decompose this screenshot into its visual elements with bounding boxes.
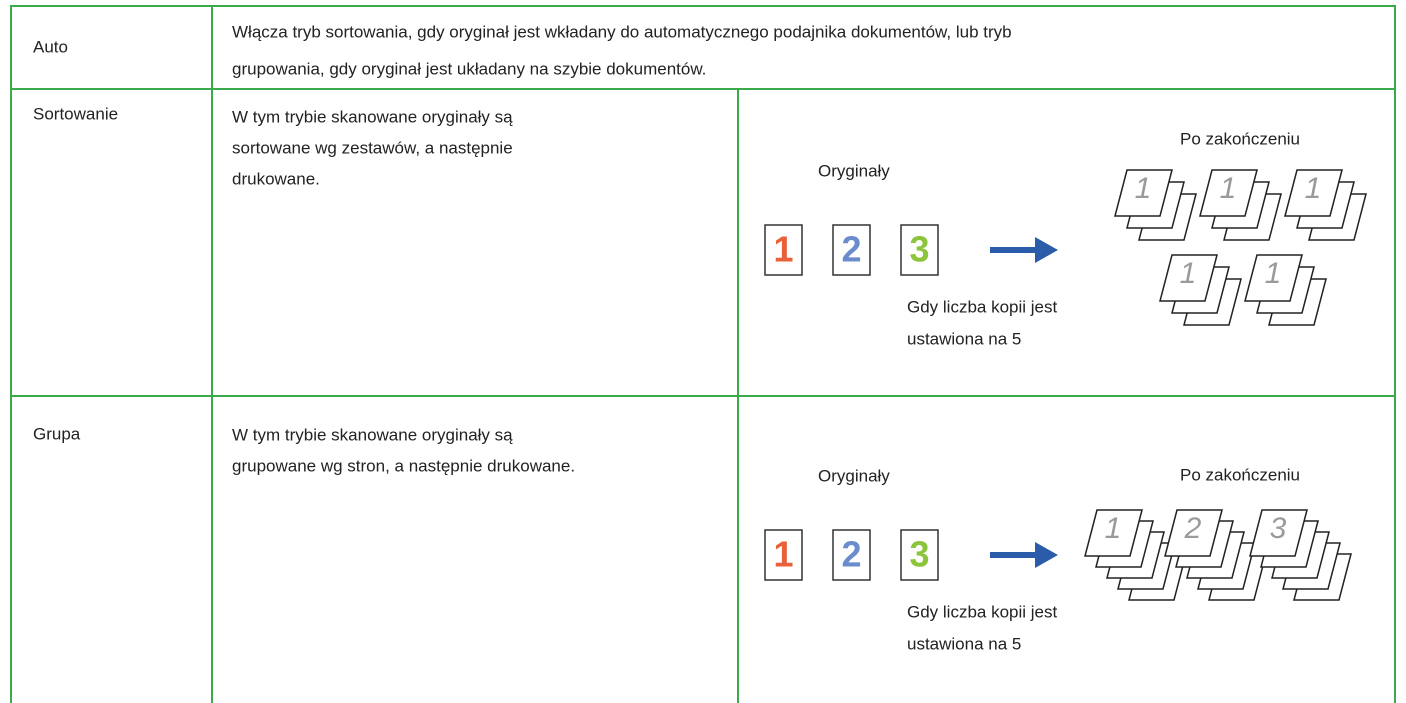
page-icon: 1 <box>1159 254 1218 302</box>
original-digit: 3 <box>909 229 929 270</box>
arrow <box>990 542 1058 568</box>
row-description: grupowane wg stron, a następnie drukowan… <box>232 456 575 475</box>
result-label: Po zakończeniu <box>1180 129 1300 148</box>
page-digit: 1 <box>1135 172 1152 205</box>
page-digit: 1 <box>1265 257 1282 290</box>
originals-label: Oryginały <box>818 466 890 485</box>
row-description: drukowane. <box>232 169 320 188</box>
table-grid <box>10 5 1396 703</box>
page-icon: 1 <box>1244 254 1303 302</box>
copies-note: ustawiona na 5 <box>907 329 1021 348</box>
copies-note: Gdy liczba kopii jest <box>907 297 1058 316</box>
original-digit: 1 <box>773 534 793 575</box>
page-icon: 1 <box>1199 169 1258 217</box>
original-digit: 2 <box>841 534 861 575</box>
original-box <box>764 224 803 276</box>
original-box <box>832 529 871 581</box>
page-icon: 1 <box>1114 169 1173 217</box>
row-description: W tym trybie skanowane oryginały są <box>232 425 513 444</box>
page-digit: 1 <box>1180 257 1197 290</box>
page-sheet <box>1164 509 1223 557</box>
row-label: Sortowanie <box>33 104 118 123</box>
row-description: Włącza tryb sortowania, gdy oryginał jes… <box>232 22 1012 41</box>
page-icon: 2 <box>1164 509 1223 557</box>
page-sheet <box>1114 169 1173 217</box>
result-label: Po zakończeniu <box>1180 465 1300 484</box>
page-digit: 1 <box>1105 512 1122 545</box>
original-box <box>900 529 939 581</box>
row-description: W tym trybie skanowane oryginały są <box>232 107 513 126</box>
page-digit: 2 <box>1184 512 1202 545</box>
page-icon: 1 <box>1284 169 1343 217</box>
original-box <box>764 529 803 581</box>
page-sheet <box>1084 509 1143 557</box>
row-label: Grupa <box>33 424 81 443</box>
original-digit: 2 <box>841 229 861 270</box>
row-label: Auto <box>33 37 68 56</box>
page-sheet <box>1249 509 1308 557</box>
original-digit: 3 <box>909 534 929 575</box>
copies-note: ustawiona na 5 <box>907 634 1021 653</box>
page-icon: 1 <box>1084 509 1143 557</box>
page-digit: 1 <box>1220 172 1237 205</box>
page-sheet <box>1199 169 1258 217</box>
page-sheet <box>1284 169 1343 217</box>
original-box <box>900 224 939 276</box>
row-description: grupowania, gdy oryginał jest układany n… <box>232 59 706 78</box>
page-sheet <box>1159 254 1218 302</box>
arrow <box>990 237 1058 263</box>
page-sheet <box>1244 254 1303 302</box>
page-icon: 3 <box>1249 509 1308 557</box>
page-digit: 1 <box>1305 172 1322 205</box>
original-box <box>832 224 871 276</box>
original-digit: 1 <box>773 229 793 270</box>
copies-note: Gdy liczba kopii jest <box>907 602 1058 621</box>
originals-label: Oryginały <box>818 161 890 180</box>
row-description: sortowane wg zestawów, a następnie <box>232 138 513 157</box>
page-digit: 3 <box>1270 512 1287 545</box>
